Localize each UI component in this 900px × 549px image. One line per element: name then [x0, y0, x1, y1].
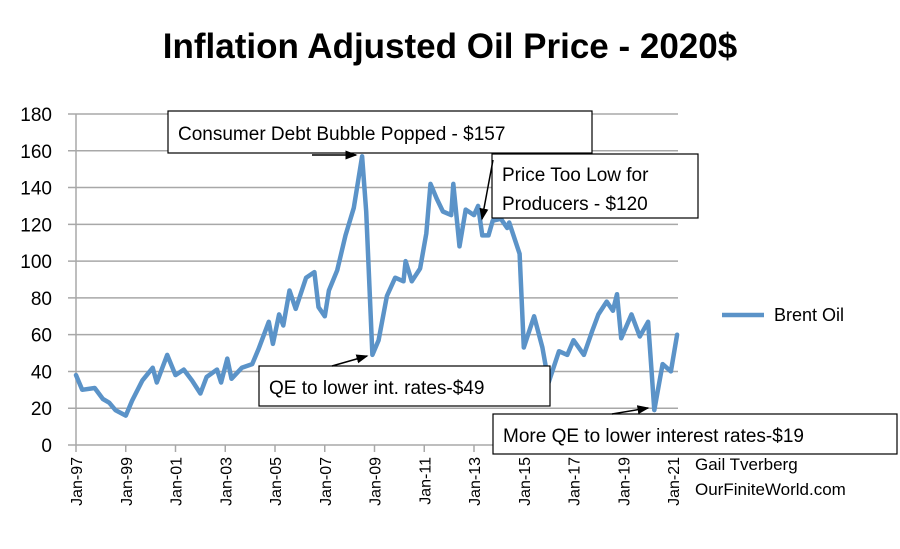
- y-tick-label: 140: [20, 179, 52, 200]
- y-tick-label: 0: [41, 436, 52, 457]
- x-tick-label: Jan-17: [567, 457, 584, 506]
- x-tick-label: Jan-05: [268, 457, 285, 506]
- x-tick-label: Jan-21: [666, 457, 683, 506]
- annotation-low-for-producers-120: Price Too Low for Producers - $120: [479, 153, 699, 221]
- x-tick-label: Jan-09: [368, 457, 385, 506]
- x-tick-label: Jan-13: [467, 457, 484, 506]
- y-tick-label: 20: [31, 399, 52, 420]
- legend-label-brent-oil: Brent Oil: [774, 305, 844, 325]
- y-tick-label: 100: [20, 252, 52, 273]
- y-tick-label: 160: [20, 142, 52, 163]
- annotation-text-line-1: Price Too Low for: [502, 165, 649, 186]
- y-tick-label: 80: [31, 289, 52, 310]
- annotation-qe-49: QE to lower int. rates-$49: [258, 354, 551, 407]
- annotation-more-qe-19: More QE to lower interest rates-$19: [492, 405, 898, 455]
- series-line-brent-oil: [73, 154, 680, 418]
- x-tick-label: Jan-01: [169, 457, 186, 506]
- arrow: [479, 159, 494, 221]
- annotation-text: QE to lower int. rates-$49: [269, 378, 484, 399]
- credit-author: Gail Tverberg: [695, 455, 798, 474]
- y-tick-label: 180: [20, 105, 52, 126]
- y-tick-label: 40: [31, 362, 52, 383]
- x-tick-label: Jan-19: [616, 457, 633, 506]
- arrow: [611, 405, 650, 415]
- x-tick-label: Jan-97: [69, 457, 86, 506]
- arrow: [331, 354, 369, 367]
- annotation-peak-157: Consumer Debt Bubble Popped - $157: [167, 110, 593, 160]
- chart-title: Inflation Adjusted Oil Price - 2020$: [163, 27, 737, 66]
- annotation-text: Consumer Debt Bubble Popped - $157: [178, 124, 505, 145]
- legend: Brent Oil: [722, 305, 844, 325]
- annotation-text-line-2: Producers - $120: [502, 194, 648, 215]
- credit-website: OurFiniteWorld.com: [695, 480, 846, 499]
- x-tick-label: Jan-07: [318, 457, 335, 506]
- y-tick-label: 120: [20, 215, 52, 236]
- x-tick-label: Jan-99: [119, 457, 136, 506]
- annotation-text: More QE to lower interest rates-$19: [503, 426, 804, 447]
- x-tick-label: Jan-11: [417, 457, 434, 505]
- x-tick-label: Jan-15: [517, 457, 534, 506]
- x-tick-label: Jan-03: [218, 457, 235, 506]
- y-tick-label: 60: [31, 326, 52, 347]
